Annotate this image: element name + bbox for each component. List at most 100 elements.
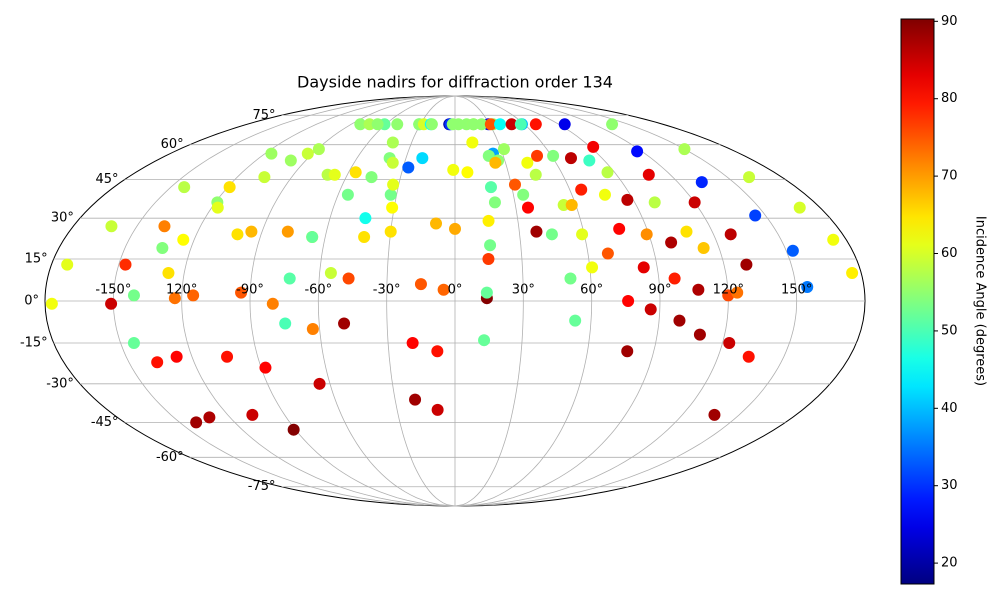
x-tick-label: -90° — [236, 283, 264, 298]
colorbar — [900, 18, 935, 585]
data-point — [158, 220, 171, 233]
data-point — [61, 258, 74, 271]
data-point — [793, 201, 806, 214]
y-tick-label: -60° — [156, 450, 184, 465]
y-tick-label: 75° — [252, 108, 275, 123]
data-point — [529, 168, 542, 181]
data-point — [648, 196, 661, 209]
data-point — [497, 143, 510, 156]
data-point — [693, 328, 706, 341]
colorbar-label: Incidence Angle (degrees) — [973, 216, 988, 386]
data-point — [723, 336, 736, 349]
data-point — [156, 241, 169, 254]
data-point — [446, 118, 459, 131]
y-tick-label: -75° — [248, 479, 276, 494]
data-point — [742, 350, 755, 363]
y-tick-label: 45° — [96, 172, 119, 187]
data-point — [281, 225, 294, 238]
data-point — [480, 286, 493, 299]
data-point — [259, 361, 272, 374]
x-tick-label: 30° — [512, 283, 535, 298]
data-point — [587, 140, 600, 153]
data-point — [466, 136, 479, 149]
data-point — [127, 289, 140, 302]
data-point — [631, 145, 644, 158]
data-point — [406, 336, 419, 349]
data-point — [740, 258, 753, 271]
data-point — [221, 350, 234, 363]
data-point — [749, 209, 762, 222]
data-point — [306, 323, 319, 336]
data-point — [287, 423, 300, 436]
data-point — [665, 236, 678, 249]
y-tick-label: -15° — [20, 335, 48, 350]
data-point — [338, 317, 351, 330]
data-point — [279, 317, 292, 330]
chart-title: Dayside nadirs for diffraction order 134 — [297, 73, 613, 92]
x-tick-label: 150° — [781, 283, 812, 298]
data-point — [265, 147, 278, 160]
data-point — [431, 345, 444, 358]
data-point — [324, 266, 337, 279]
data-point — [489, 156, 502, 169]
data-point — [414, 278, 427, 291]
data-point — [644, 303, 657, 316]
data-point — [478, 334, 491, 347]
y-tick-label: -45° — [91, 415, 119, 430]
data-point — [484, 239, 497, 252]
data-point — [387, 178, 400, 191]
data-point — [637, 261, 650, 274]
data-point — [190, 416, 203, 429]
y-tick-label: -30° — [46, 376, 74, 391]
x-tick-label: 60° — [580, 283, 603, 298]
data-point — [178, 181, 191, 194]
data-point — [517, 188, 530, 201]
data-point — [575, 183, 588, 196]
data-point — [223, 181, 236, 194]
data-point — [313, 377, 326, 390]
data-point — [601, 247, 614, 260]
data-point — [508, 178, 521, 191]
colorbar-tick-label: 30 — [941, 478, 958, 493]
data-point — [786, 244, 799, 257]
data-point — [461, 166, 474, 179]
data-point — [187, 289, 200, 302]
data-point — [569, 314, 582, 327]
data-point — [231, 228, 244, 241]
data-point — [640, 228, 653, 241]
data-point — [846, 266, 859, 279]
data-point — [601, 166, 614, 179]
x-tick-label: 0° — [448, 283, 463, 298]
data-point — [235, 286, 248, 299]
y-tick-label: 60° — [161, 137, 184, 152]
data-point — [211, 201, 224, 214]
data-point — [622, 295, 635, 307]
data-point — [530, 225, 543, 238]
data-point — [688, 196, 701, 209]
data-point — [583, 154, 596, 167]
x-tick-label: -150° — [95, 283, 131, 298]
data-point — [692, 283, 705, 296]
data-point — [342, 272, 355, 285]
data-point — [598, 188, 611, 201]
data-point — [203, 411, 216, 424]
data-point — [384, 188, 397, 201]
data-point — [354, 118, 367, 131]
y-tick-label: 15° — [25, 252, 48, 267]
data-point — [306, 231, 319, 244]
data-point — [668, 272, 681, 285]
data-point — [266, 297, 279, 310]
data-point — [731, 286, 744, 299]
data-point — [494, 118, 507, 131]
colorbar-tick-label: 70 — [941, 169, 958, 184]
data-point — [391, 118, 404, 131]
x-tick-label: -30° — [373, 283, 401, 298]
data-point — [621, 345, 634, 358]
data-point — [45, 297, 58, 310]
data-point — [484, 118, 497, 131]
colorbar-tick-label: 40 — [941, 401, 958, 416]
data-point — [521, 156, 534, 169]
data-point — [576, 228, 589, 241]
data-point — [531, 149, 544, 162]
data-point — [105, 297, 118, 310]
